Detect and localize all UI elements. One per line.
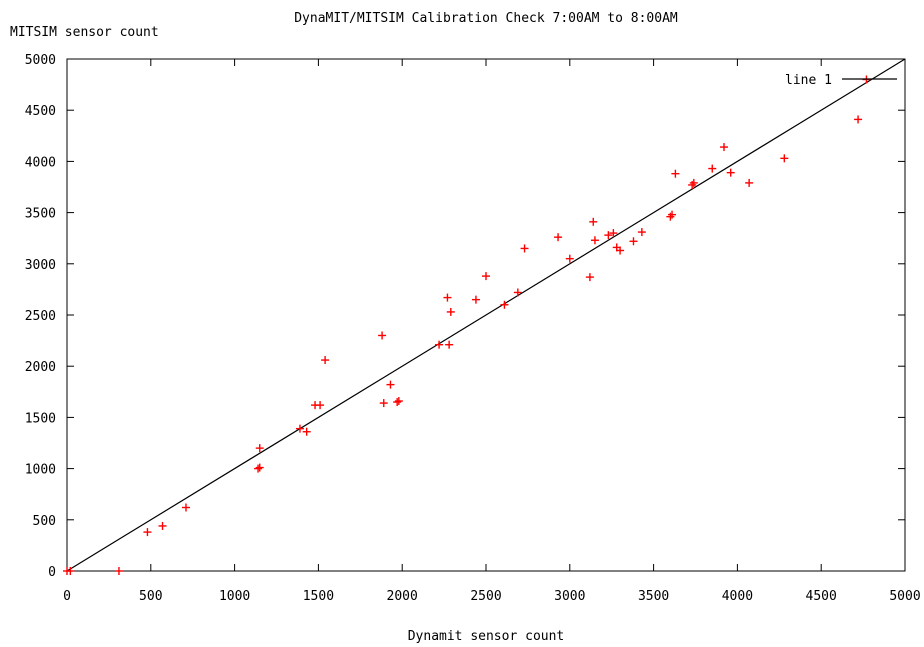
data-point [554,233,563,242]
data-point [255,463,264,472]
data-point [637,228,646,237]
data-point [726,168,735,177]
x-tick-label: 3000 [554,589,585,604]
data-point [565,254,574,263]
data-point [386,380,395,389]
x-tick-label: 500 [139,589,162,604]
x-tick-label: 2500 [470,589,501,604]
x-tick-label: 4000 [722,589,753,604]
x-tick-label: 4500 [806,589,837,604]
y-tick-label: 3500 [25,207,56,222]
data-point [719,143,728,152]
data-point [854,115,863,124]
data-point [394,397,403,406]
series-line-1 [66,58,906,572]
data-point [708,164,717,173]
data-point [295,424,304,433]
y-tick-label: 1000 [25,463,56,478]
data-point [629,237,638,246]
data-point [780,154,789,163]
y-tick-label: 500 [33,514,56,529]
x-tick-label: 2000 [387,589,418,604]
y-axis-label: MITSIM sensor count [10,25,159,40]
x-axis-label: Dynamit sensor count [408,629,565,644]
y-tick-label: 0 [48,565,56,580]
data-point [689,178,698,187]
data-point [609,229,618,238]
data-point [443,293,452,302]
tick-group: 0 500 1000 1500 2000 2500 3000 3500 4000 4500 5000… [25,53,921,604]
y-tick-label: 5000 [25,53,56,68]
data-point [379,399,388,408]
x-tick-label: 3500 [638,589,669,604]
x-tick-label: 5000 [889,589,920,604]
chart-title: DynaMIT/MITSIM Calibration Check 7:00AM … [294,11,678,26]
data-point [590,236,599,245]
data-point [513,288,522,297]
data-point [604,231,613,240]
y-tick-label: 3000 [25,258,56,273]
x-tick-label: 1500 [303,589,334,604]
data-point [671,169,680,178]
data-point [254,464,263,473]
data-point [321,356,330,365]
data-point [745,178,754,187]
data-point [482,272,490,281]
data-point [316,401,325,410]
data-point [471,295,480,304]
y-tick-label: 4000 [25,155,56,170]
data-point [302,427,311,436]
data-point [114,567,123,575]
y-tick-label: 2000 [25,360,56,375]
data-marks [63,58,906,575]
data-point [446,307,455,316]
y-tick-label: 1500 [25,411,56,426]
data-point [500,300,509,309]
y-tick-label: 4500 [25,104,56,119]
data-point [520,244,529,253]
data-point [585,273,594,282]
data-point [181,503,190,512]
legend-label-line-1: line 1 [785,73,832,88]
x-tick-label: 0 [63,589,71,604]
data-point [589,217,598,226]
y-tick-label: 2500 [25,309,56,324]
data-point [616,246,625,255]
data-point [666,212,675,221]
x-tick-label: 1000 [219,589,250,604]
data-point [143,528,152,537]
data-point [66,567,75,575]
data-point [158,521,167,530]
data-point [393,398,402,407]
data-point [435,340,444,349]
legend: line 1 [785,73,897,88]
data-point [668,210,677,219]
data-point [378,331,387,340]
data-point [445,340,454,349]
data-point [255,444,264,453]
